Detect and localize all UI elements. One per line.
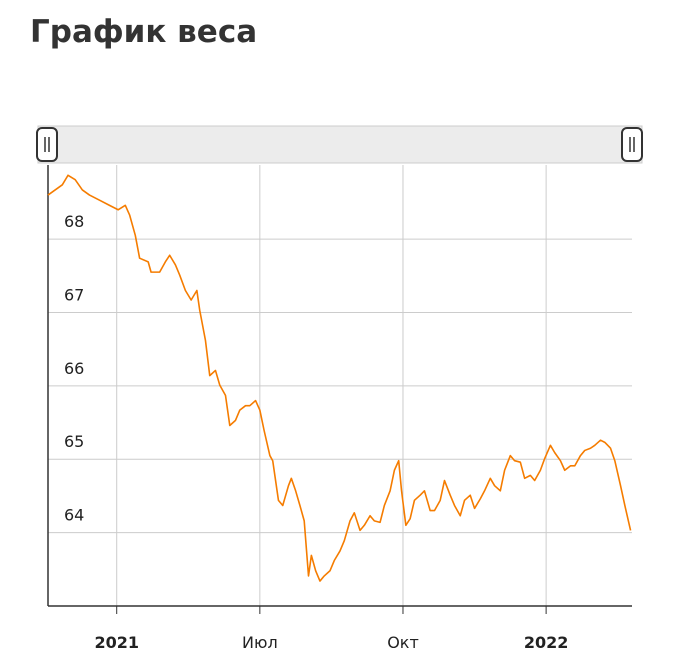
y-tick-label: 68 [64, 212, 84, 231]
y-tick-label: 67 [64, 285, 84, 304]
y-tick-label: 64 [64, 506, 84, 525]
x-tick-label: Июл [242, 633, 278, 652]
slider-handle-left[interactable] [36, 127, 58, 162]
slider-handle-right[interactable] [621, 127, 643, 162]
x-tick-label: 2021 [94, 633, 139, 652]
y-tick-label: 65 [64, 432, 84, 451]
chart-title: График веса [30, 14, 258, 50]
y-tick-label: 66 [64, 359, 84, 378]
weight-line [47, 174, 632, 582]
x-tick-label: Окт [387, 633, 419, 652]
range-slider[interactable] [37, 125, 643, 164]
x-tick-label: 2022 [524, 633, 569, 652]
